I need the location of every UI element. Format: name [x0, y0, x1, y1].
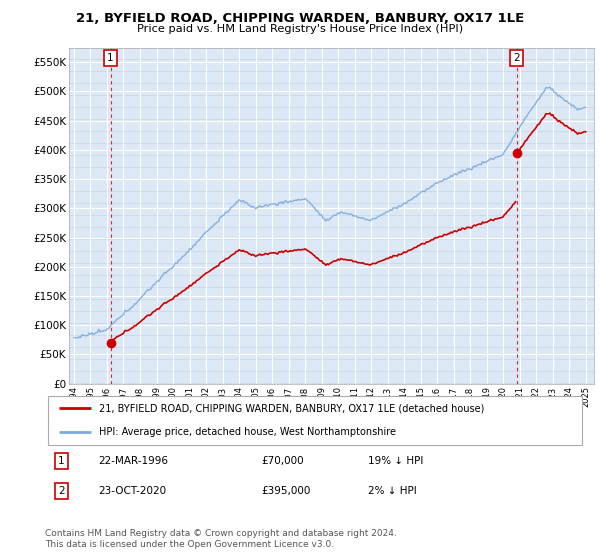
Text: 2: 2 [513, 53, 520, 63]
Text: 19% ↓ HPI: 19% ↓ HPI [368, 456, 424, 466]
Text: Contains HM Land Registry data © Crown copyright and database right 2024.
This d: Contains HM Land Registry data © Crown c… [45, 529, 397, 549]
Text: 2: 2 [58, 486, 65, 496]
Text: Price paid vs. HM Land Registry's House Price Index (HPI): Price paid vs. HM Land Registry's House … [137, 24, 463, 34]
Text: £395,000: £395,000 [262, 486, 311, 496]
Text: HPI: Average price, detached house, West Northamptonshire: HPI: Average price, detached house, West… [99, 427, 396, 437]
Text: 23-OCT-2020: 23-OCT-2020 [99, 486, 167, 496]
Text: £70,000: £70,000 [262, 456, 304, 466]
Text: 1: 1 [58, 456, 65, 466]
Text: 21, BYFIELD ROAD, CHIPPING WARDEN, BANBURY, OX17 1LE: 21, BYFIELD ROAD, CHIPPING WARDEN, BANBU… [76, 12, 524, 25]
Text: 22-MAR-1996: 22-MAR-1996 [99, 456, 169, 466]
Text: 21, BYFIELD ROAD, CHIPPING WARDEN, BANBURY, OX17 1LE (detached house): 21, BYFIELD ROAD, CHIPPING WARDEN, BANBU… [99, 403, 484, 413]
FancyBboxPatch shape [48, 396, 582, 445]
Text: 1: 1 [107, 53, 114, 63]
Text: 2% ↓ HPI: 2% ↓ HPI [368, 486, 417, 496]
